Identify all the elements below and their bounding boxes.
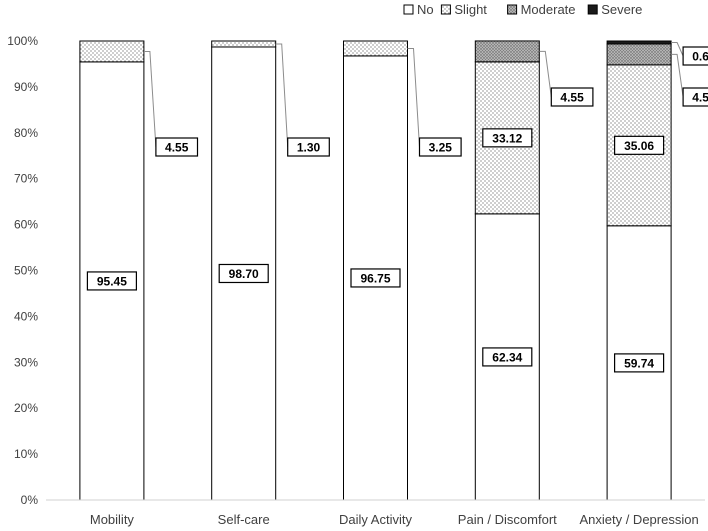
category-label-anxiety-depression: Anxiety / Depression — [579, 512, 698, 527]
bar-self-care-slight — [211, 40, 277, 48]
data-label-daily-activity-slight-leader-line — [407, 47, 420, 148]
category-label-self-care: Self-care — [218, 512, 270, 527]
data-label-daily-activity-slight: 3.25 — [429, 141, 453, 155]
data-label-self-care-slight-box — [287, 137, 330, 157]
category-label-daily-activity: Daily Activity — [339, 512, 412, 527]
data-label-pain-discomfort-no: 62.34 — [492, 350, 522, 364]
data-label-anxiety-depression-moderate: 4.55 — [692, 91, 708, 105]
data-label-pain-discomfort-moderate: 4.55 — [560, 91, 584, 105]
data-label-anxiety-depression-no-box — [613, 353, 665, 373]
y-tick-label: 90% — [14, 80, 38, 94]
data-label-mobility-slight: 4.55 — [165, 141, 189, 155]
data-label-pain-discomfort-slight-box — [482, 128, 533, 148]
bar-daily-activity-slight — [343, 40, 408, 57]
legend-swatch-slight — [440, 4, 451, 15]
y-tick-label: 30% — [14, 355, 38, 369]
data-label-daily-activity-no: 96.75 — [360, 271, 390, 285]
y-tick-label: 0% — [21, 493, 39, 507]
data-label-anxiety-depression-slight: 35.06 — [624, 139, 654, 153]
bar-anxiety-depression-severe — [606, 40, 672, 45]
x-axis: Mobility Self-care Daily Activity Pain / Di… — [46, 499, 705, 527]
legend-label-moderate: Moderate — [521, 2, 576, 17]
category-label-pain-discomfort: Pain / Discomfort — [458, 512, 557, 527]
legend-swatch-severe — [587, 4, 598, 15]
data-label-self-care-no-box — [218, 263, 269, 284]
data-label-anxiety-depression-severe-leader-line — [671, 41, 684, 57]
data-label-self-care-slight-leader-line — [275, 43, 289, 148]
data-label-pain-discomfort-no-box — [482, 347, 533, 367]
bar-pain-discomfort-moderate — [474, 40, 540, 63]
bar-anxiety-depression-moderate — [606, 43, 672, 66]
legend-label-slight: Slight — [454, 2, 487, 17]
data-label-anxiety-depression-severe: 0.65 — [692, 50, 708, 64]
y-tick-label: 80% — [14, 126, 38, 140]
data-label-pain-discomfort-slight: 33.12 — [492, 131, 522, 145]
y-tick-label: 70% — [14, 172, 38, 186]
legend-label-no: No — [417, 2, 434, 17]
data-label-mobility-slight-leader-line — [143, 50, 157, 148]
data-label-daily-activity-slight-box — [418, 137, 462, 157]
y-tick-label: 10% — [14, 447, 38, 461]
y-tick-label: 60% — [14, 218, 38, 232]
data-label-anxiety-depression-moderate-box — [682, 87, 708, 107]
bar-mobility-slight — [79, 40, 145, 63]
data-label-daily-activity-no-box — [350, 268, 401, 288]
legend-swatch-moderate — [507, 4, 518, 15]
data-label-mobility-slight-box — [155, 137, 199, 157]
y-tick-label: 40% — [14, 309, 38, 323]
data-label-self-care-no: 98.70 — [229, 267, 259, 281]
y-tick-label: 20% — [14, 401, 38, 415]
legend: No Slight Moderate Severe — [403, 2, 642, 17]
data-label-mobility-no: 95.45 — [97, 274, 127, 288]
data-label-anxiety-depression-slight-box — [613, 135, 665, 155]
data-label-pain-discomfort-moderate-leader-line — [539, 50, 552, 98]
data-label-callouts: 95.45 4.55 98.70 1.30 96.75 3.25 62.34 33.12 4.5… — [86, 41, 708, 373]
data-label-anxiety-depression-moderate-leader-line — [671, 53, 684, 98]
category-label-mobility: Mobility — [90, 512, 135, 527]
data-label-mobility-no-box — [86, 271, 138, 291]
legend-label-severe: Severe — [601, 2, 642, 17]
y-tick-label: 50% — [14, 264, 38, 278]
data-label-anxiety-depression-severe-box — [682, 46, 708, 66]
legend-swatch-no — [403, 4, 414, 15]
y-tick-label: 100% — [7, 34, 38, 48]
data-label-anxiety-depression-no: 59.74 — [624, 356, 654, 370]
data-label-pain-discomfort-moderate-box — [550, 87, 594, 107]
data-label-self-care-slight: 1.30 — [297, 141, 321, 155]
y-axis: 0% 10% 20% 30% 40% 50% 60% 70% 80% 90% 100% — [7, 34, 38, 507]
